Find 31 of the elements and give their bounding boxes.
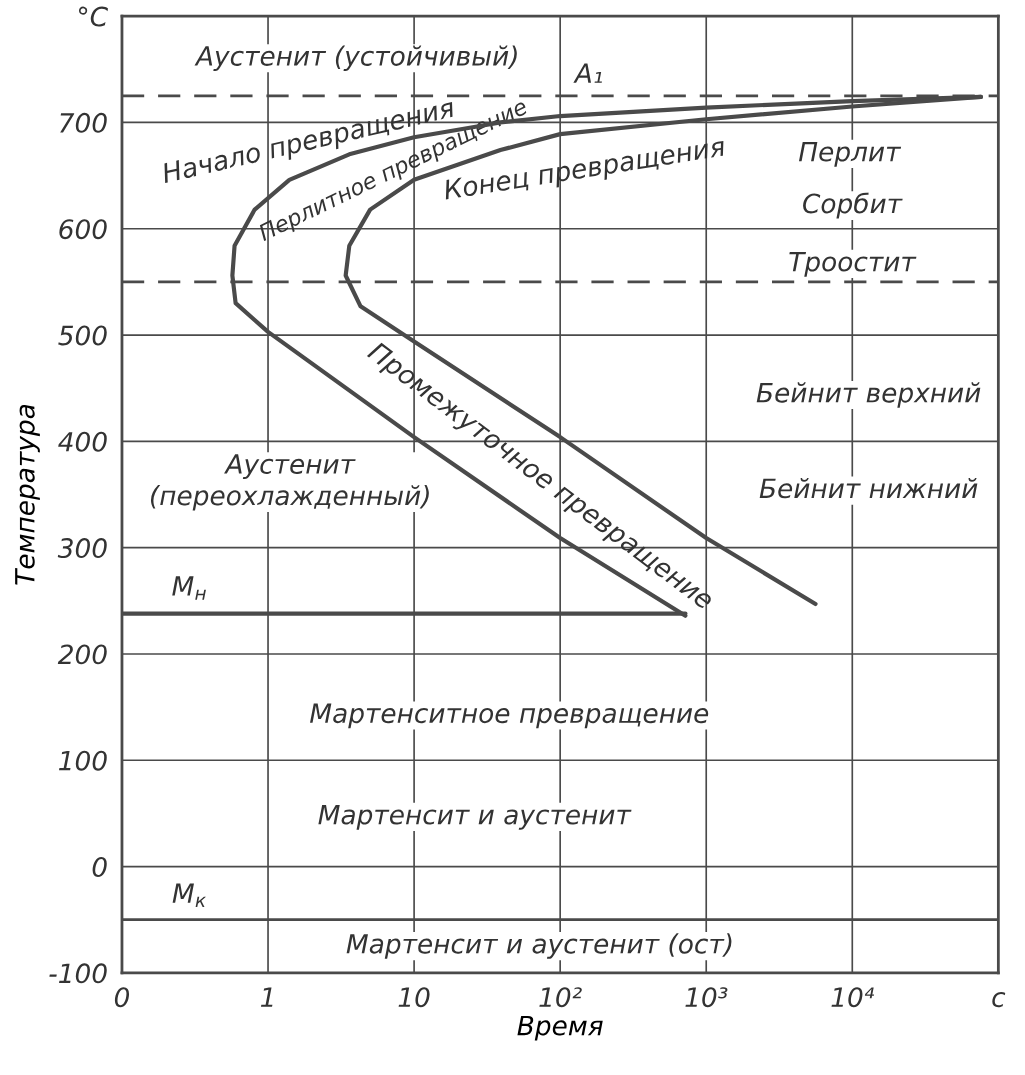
y-tick-label: °C [78, 6, 108, 27]
x-tick-label: c [992, 992, 1006, 1008]
annotation: Бейнит верхний [756, 382, 981, 408]
y-tick-label: 200 [57, 644, 107, 665]
y-tick-label: 0 [92, 857, 107, 877]
x-tick-label: 1 [260, 987, 273, 1007]
y-tick-label: -100 [49, 963, 107, 984]
x-tick-label: 10³ [685, 987, 728, 1008]
annotation: M$_{к}$ [172, 883, 206, 907]
annotation: Мартенситное превращение [310, 703, 709, 729]
y-tick-label: 700 [60, 112, 107, 133]
y-tick-label: 300 [57, 538, 107, 559]
y-tick-label: 100 [59, 750, 107, 771]
x-axis-title: Время [517, 1015, 603, 1041]
x-tick-label: 0 [114, 987, 130, 1008]
y-axis-title: Температура [15, 404, 40, 585]
y-tick-label: 500 [58, 325, 107, 346]
annotation: Троостит [789, 251, 917, 277]
x-tick-label: 10 [398, 987, 430, 1008]
annotation: Бейнит нижний [759, 478, 978, 499]
annotation: Аустенит (устойчивый) [194, 45, 517, 71]
annotation: Мартенсит и аустенит [318, 804, 632, 830]
y-tick-label: 400 [58, 431, 107, 452]
annotation: Мартенсит и аустенит (ост) [346, 933, 732, 959]
annotation: A₁ [573, 63, 602, 83]
annotation: Сорбит [803, 192, 903, 219]
y-tick-label: 600 [59, 219, 107, 240]
x-tick-label: 10⁴ [831, 987, 875, 1008]
annotation: M$_{н}$ [172, 576, 206, 600]
x-tick-label: 10² [539, 987, 582, 1008]
annotation: Перлит [798, 141, 902, 167]
